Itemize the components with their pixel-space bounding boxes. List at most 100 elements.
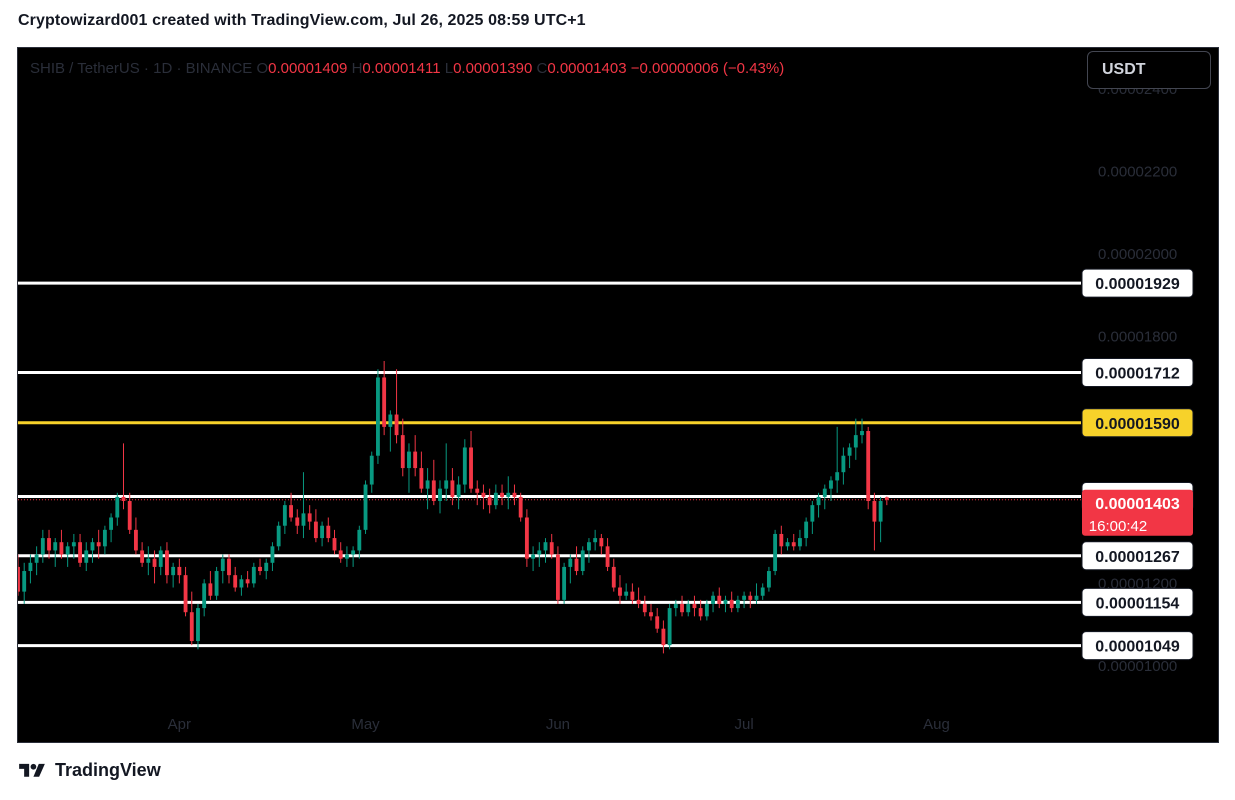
- candle-body: [568, 558, 573, 567]
- candle-body: [878, 501, 883, 522]
- candle-body: [779, 533, 784, 547]
- candle-body: [202, 583, 207, 609]
- candle-body: [742, 595, 747, 600]
- candle-body: [704, 603, 709, 617]
- candle-body: [34, 554, 39, 563]
- candle-body: [456, 484, 461, 497]
- ohlc-legend: SHIB / TetherUS · 1D · BINANCE O0.000014…: [30, 60, 784, 77]
- candle-body: [822, 488, 827, 497]
- candle-body: [53, 542, 58, 551]
- candle-body: [438, 488, 442, 502]
- candle-body: [276, 525, 281, 547]
- x-tick-label: May: [351, 716, 380, 733]
- candle-body: [400, 435, 405, 469]
- candle-body: [804, 521, 809, 539]
- candle-body: [233, 575, 238, 588]
- candle-body: [282, 505, 287, 526]
- candle-body: [239, 579, 244, 588]
- candle-body: [177, 566, 182, 576]
- x-tick-label: Aug: [923, 716, 950, 733]
- candle-body: [624, 591, 629, 596]
- candle-body: [649, 612, 653, 617]
- candle-body: [133, 529, 138, 551]
- candle-body: [158, 550, 163, 567]
- candle-body: [431, 480, 436, 502]
- candle-body: [506, 492, 511, 497]
- candle-body: [760, 587, 765, 596]
- candle-body: [419, 468, 424, 489]
- candle-body: [28, 562, 33, 572]
- candle-body: [773, 533, 778, 572]
- candle-body: [754, 595, 759, 600]
- candle-body: [493, 492, 498, 506]
- level-tag-label: 0.00001929: [1095, 276, 1180, 293]
- candle-body: [698, 608, 703, 617]
- candle-body: [425, 480, 430, 489]
- candle-body: [518, 496, 523, 518]
- candle-body: [860, 431, 864, 436]
- candle-body: [338, 550, 343, 559]
- candle-body: [450, 480, 455, 497]
- candle-body: [140, 550, 145, 563]
- currency-button[interactable]: USDT: [1087, 51, 1211, 89]
- candle-body: [388, 414, 393, 427]
- candle-body: [65, 546, 70, 555]
- candle-body: [220, 558, 225, 572]
- tradingview-footer: TradingView: [17, 760, 161, 781]
- candle-body: [22, 571, 27, 592]
- candle-body: [562, 566, 567, 600]
- candle-body: [189, 612, 194, 642]
- candle-body: [599, 538, 604, 547]
- candle-body: [500, 492, 504, 497]
- candle-body: [313, 521, 318, 539]
- candle-body: [618, 587, 622, 596]
- candle-body: [469, 447, 473, 489]
- level-tag: [1081, 631, 1194, 661]
- candle-body: [680, 603, 684, 613]
- candle-body: [574, 558, 579, 572]
- candle-body: [711, 595, 715, 604]
- candle-body: [96, 542, 101, 547]
- candle-body: [686, 603, 691, 613]
- candle-body: [444, 480, 449, 489]
- current-price-label: 0.00001403: [1095, 496, 1180, 513]
- candle-body: [307, 513, 312, 522]
- candle-body: [884, 497, 889, 500]
- candle-body: [115, 496, 120, 518]
- candle-body: [661, 628, 666, 646]
- candle-body: [258, 566, 262, 572]
- candle-body: [630, 591, 635, 600]
- candle-body: [59, 542, 64, 555]
- current-price-tag: [1082, 489, 1193, 536]
- candle-body: [171, 566, 176, 576]
- candle-body: [593, 538, 598, 543]
- candle-body: [102, 529, 107, 547]
- level-tag-label: 0.00001590: [1095, 416, 1180, 433]
- candle-body: [555, 554, 560, 600]
- candle-body: [376, 377, 380, 456]
- candle-body: [326, 525, 331, 539]
- candle-body: [196, 608, 200, 642]
- candle-body: [320, 525, 325, 539]
- candle-body: [587, 542, 591, 551]
- candle-body: [71, 542, 76, 547]
- candle-body: [810, 505, 815, 522]
- candle-body: [673, 603, 678, 609]
- candlestick-chart[interactable]: 0.000010000.000012000.000014000.00001600…: [18, 48, 1219, 743]
- chart-panel[interactable]: 0.000010000.000012000.000014000.00001600…: [17, 47, 1219, 743]
- candle-body: [295, 517, 300, 526]
- legend-low-value: 0.00001390: [453, 60, 533, 77]
- candle-body: [816, 496, 821, 506]
- level-tag-label: 0.00001049: [1095, 639, 1180, 656]
- candle-body: [791, 542, 796, 547]
- candle-body: [835, 472, 840, 481]
- legend-high-label: H: [351, 60, 363, 77]
- y-tick-label: 0.00001000: [1098, 658, 1177, 675]
- y-tick-label: 0.00002000: [1098, 246, 1177, 263]
- level-tag: [1081, 358, 1194, 388]
- candle-body: [407, 451, 411, 469]
- candle-body: [84, 550, 89, 563]
- candle-body: [667, 608, 672, 646]
- chart-attribution: Cryptowizard001 created with TradingView…: [18, 12, 586, 29]
- level-tag: [1081, 408, 1194, 438]
